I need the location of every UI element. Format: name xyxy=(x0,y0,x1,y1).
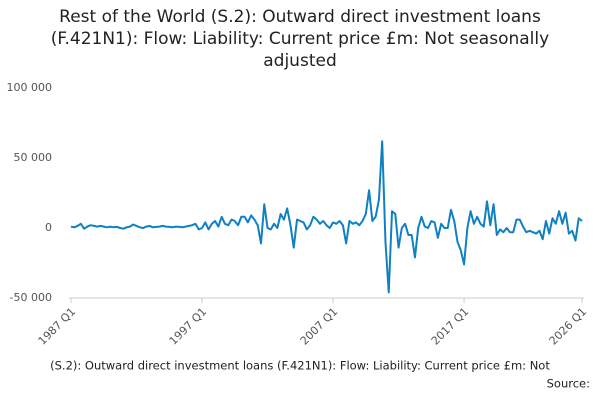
y-tick-label: 0 xyxy=(45,221,52,234)
y-tick-label: -50 000 xyxy=(10,291,52,304)
x-tick-label: 2026 Q1 xyxy=(547,305,590,348)
x-tick-label: 1987 Q1 xyxy=(36,305,79,348)
x-tick-label: 2017 Q1 xyxy=(429,305,472,348)
y-tick-label: 50 000 xyxy=(14,151,53,164)
y-tick-label: 100 000 xyxy=(7,81,53,94)
footer: (S.2): Outward direct investment loans (… xyxy=(50,359,550,373)
chart-title: Rest of the World (S.2): Outward direct … xyxy=(50,7,550,71)
data-line xyxy=(70,140,583,294)
source: Source: xyxy=(547,377,590,391)
x-tick-label: 1997 Q1 xyxy=(167,305,210,348)
x-tick-label: 2007 Q1 xyxy=(298,305,341,348)
